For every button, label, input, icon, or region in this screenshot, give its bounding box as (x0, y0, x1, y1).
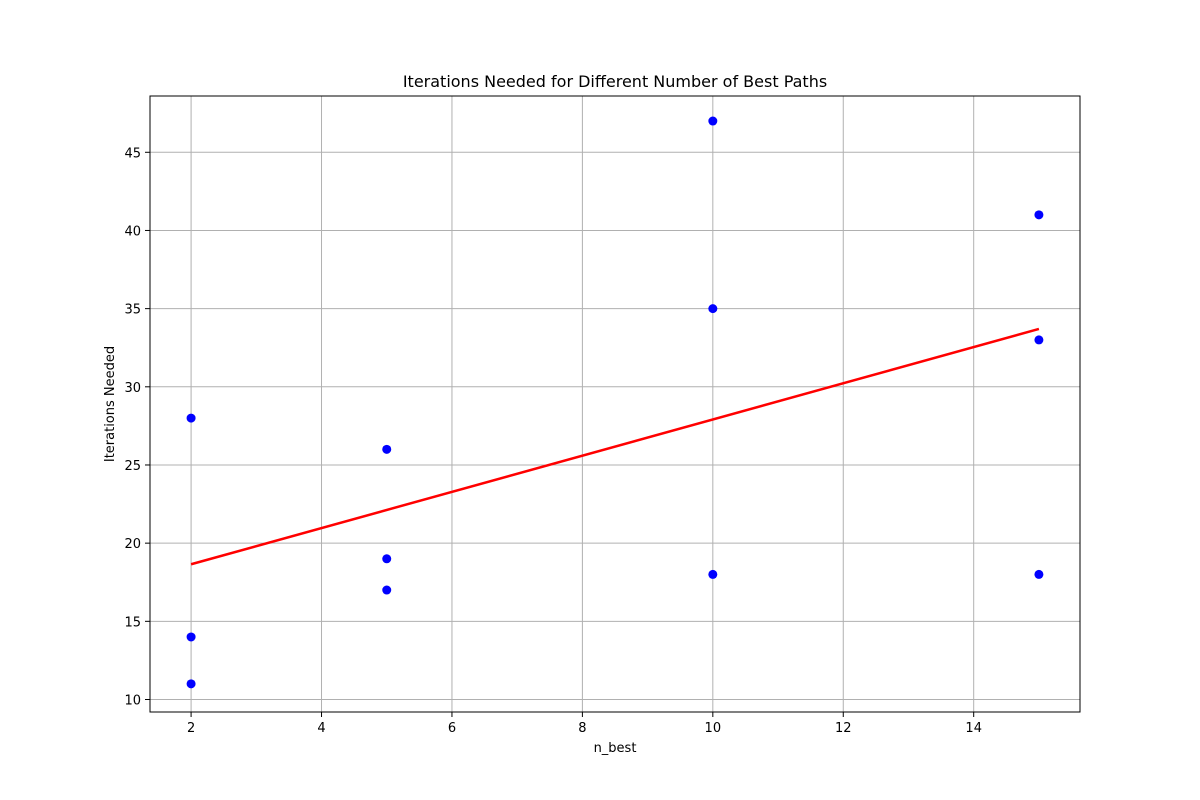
x-tick-label: 8 (578, 721, 586, 736)
trend-line-layer (190, 327, 1040, 566)
y-tick-label: 25 (124, 459, 141, 474)
points-layer (186, 116, 1044, 689)
x-axis-label: n_best (594, 741, 637, 756)
grid-layer (150, 96, 1080, 712)
x-tick-label: 12 (835, 721, 852, 736)
data-point (186, 413, 196, 423)
ticks-layer: 2 4 6 8 10 12 14 10 15 20 25 30 35 40 45 (124, 146, 982, 736)
x-tick-label: 14 (965, 721, 982, 736)
data-point (382, 554, 392, 564)
data-point (186, 679, 196, 689)
data-point (382, 585, 392, 595)
y-tick-label: 45 (124, 146, 141, 161)
y-tick-label: 35 (124, 303, 141, 318)
data-point (1034, 569, 1044, 579)
data-point (708, 304, 718, 314)
data-point (708, 569, 718, 579)
x-tick-label: 6 (448, 721, 456, 736)
y-tick-label: 30 (124, 381, 141, 396)
data-point (382, 444, 392, 454)
x-tick-label: 2 (187, 721, 195, 736)
plot-frame (149, 95, 1081, 713)
y-axis-label: Iterations Needed (103, 346, 118, 462)
x-tick-label: 10 (705, 721, 722, 736)
data-point (1034, 210, 1044, 220)
chart-title: Iterations Needed for Different Number o… (403, 72, 827, 91)
y-tick-label: 15 (124, 615, 141, 630)
data-point (1034, 335, 1044, 345)
data-point (708, 116, 718, 126)
data-point (186, 632, 196, 642)
y-tick-label: 20 (124, 537, 141, 552)
trend-line (190, 327, 1040, 566)
x-tick-label: 4 (317, 721, 325, 736)
y-tick-label: 40 (124, 224, 141, 239)
y-tick-label: 10 (124, 693, 141, 708)
